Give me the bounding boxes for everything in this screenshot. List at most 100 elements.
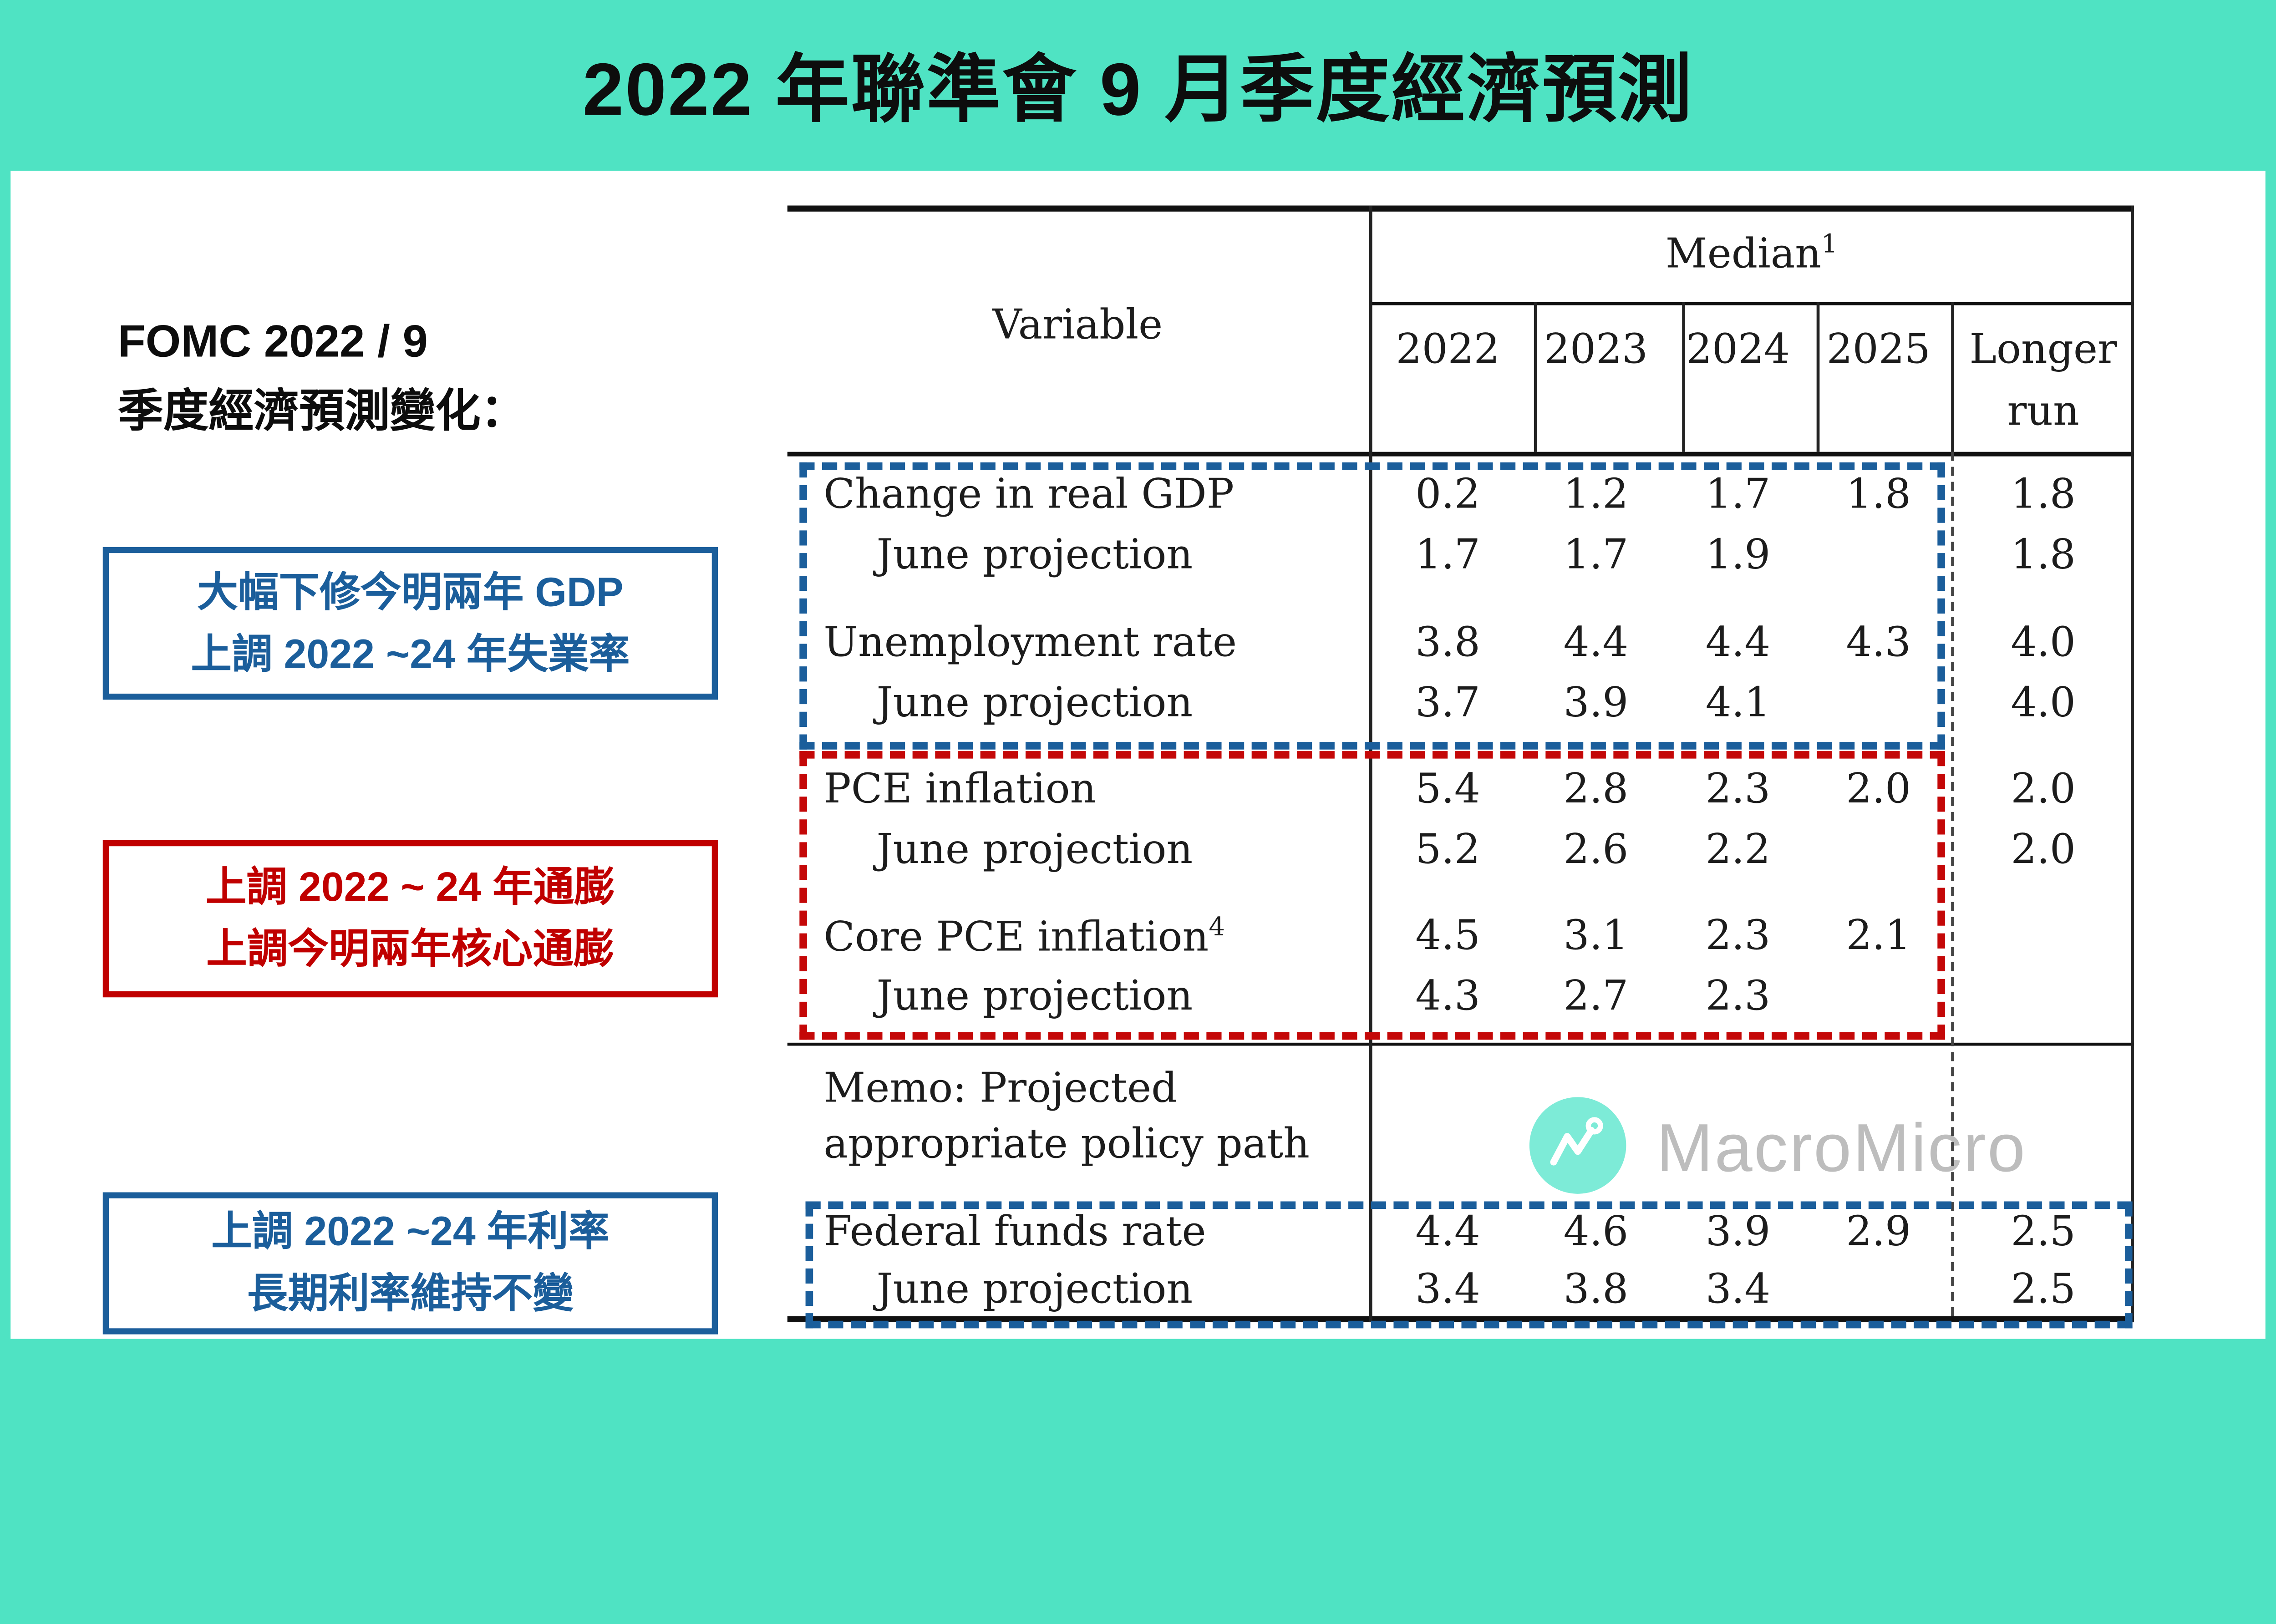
- cell-longer-run: 1.8: [2011, 532, 2076, 579]
- fomc-heading-line2: 季度經濟預測變化：: [117, 386, 526, 437]
- table-vline-2022-2023: [1534, 302, 1537, 452]
- cell-longer-run: 2.0: [2011, 766, 2076, 813]
- col-header-2024: 2024: [1686, 326, 1790, 374]
- cell-2023: 1.7: [1563, 532, 1629, 579]
- cell-2022: 5.2: [1415, 827, 1480, 873]
- cell-2023: 3.8: [1563, 1266, 1629, 1314]
- col-header-longer-run: Longer run: [1969, 326, 2117, 435]
- table-vline-right-edge: [2131, 205, 2134, 1323]
- row-label: PCE inflation: [823, 766, 1097, 813]
- slide-canvas: 2022 年聯準會 9 月季度經濟預測 FOMC 2022 / 9 季度經濟預測…: [10, 50, 2266, 1339]
- table-vline-2023-2024: [1682, 302, 1685, 452]
- callout-gdp-line1: 大幅下修今明兩年 GDP: [197, 569, 624, 614]
- cell-2025: 2.9: [1846, 1209, 1911, 1256]
- table-row: Core PCE inflation4 4.5 3.1 2.3 2.1: [787, 913, 2134, 964]
- highlight-box-fed-funds: [805, 1201, 2133, 1329]
- callout-gdp-unemployment: 大幅下修今明兩年 GDP 上調 2022 ~24 年失業率: [102, 547, 718, 700]
- cell-2024: 1.9: [1705, 532, 1771, 579]
- table-row: PCE inflation 5.4 2.8 2.3 2.0 2.0: [787, 766, 2134, 817]
- table-row: Unemployment rate 3.8 4.4 4.4 4.3 4.0: [787, 619, 2134, 671]
- callout-inflation-line2: 上調今明兩年核心通膨: [206, 926, 615, 972]
- row-label: June projection: [876, 973, 1193, 1020]
- table-vline-2025-longer: [1951, 302, 1954, 452]
- table-row: June projection 4.3 2.7 2.3: [787, 973, 2134, 1025]
- table-row: June projection 3.7 3.9 4.1 4.0: [787, 680, 2134, 731]
- cell-2022: 4.3: [1415, 973, 1480, 1020]
- cell-2023: 4.4: [1563, 619, 1629, 667]
- cell-2022: 4.4: [1415, 1209, 1480, 1256]
- memo-line2: appropriate policy path: [823, 1121, 1310, 1168]
- highlight-box-inflation: [799, 751, 1945, 1040]
- row-label: Core PCE inflation4: [823, 913, 1225, 961]
- callout-inflation-line1: 上調 2022 ~ 24 年通膨: [205, 864, 615, 910]
- macromicro-wordmark: MacroMicro: [1656, 1109, 2027, 1187]
- col-header-2023: 2023: [1544, 326, 1648, 374]
- fomc-heading-line1: FOMC 2022 / 9: [117, 317, 428, 367]
- row-label: Change in real GDP: [823, 471, 1235, 518]
- table-row: June projection 1.7 1.7 1.9 1.8: [787, 532, 2134, 584]
- cell-2024: 4.4: [1705, 619, 1771, 667]
- table-row: Federal funds rate 4.4 4.6 3.9 2.9 2.5: [787, 1209, 2134, 1260]
- cell-longer-run: 4.0: [2011, 680, 2076, 727]
- cell-2024: 4.1: [1705, 680, 1771, 727]
- callout-inflation: 上調 2022 ~ 24 年通膨 上調今明兩年核心通膨: [102, 840, 718, 998]
- median-label: Median: [1665, 231, 1822, 278]
- highlight-box-gdp-unemployment: [799, 462, 1945, 750]
- row-label: June projection: [876, 827, 1193, 873]
- macromicro-logo-icon: [1529, 1097, 1626, 1194]
- cell-2022: 3.4: [1415, 1266, 1480, 1314]
- cell-2024: 2.3: [1705, 913, 1771, 960]
- col-header-variable: Variable: [992, 302, 1163, 349]
- cell-longer-run: 1.8: [2011, 471, 2076, 518]
- callout-rates: 上調 2022 ~24 年利率 長期利率維持不變: [102, 1192, 718, 1335]
- table-rule-above-memo: [787, 1042, 2134, 1046]
- median-footnote-marker: 1: [1821, 229, 1838, 260]
- cell-longer-run: 2.5: [2011, 1266, 2076, 1314]
- callout-gdp-line2: 上調 2022 ~24 年失業率: [191, 631, 630, 676]
- cell-2024: 3.4: [1705, 1266, 1771, 1314]
- memo-line1: Memo: Projected: [823, 1065, 1178, 1112]
- memo-label: Memo: Projected appropriate policy path: [823, 1061, 1310, 1173]
- cell-2022: 0.2: [1415, 471, 1480, 518]
- cell-2025: 1.8: [1846, 471, 1911, 518]
- longer-run-line1: Longer: [1969, 326, 2117, 374]
- row-label: Unemployment rate: [823, 619, 1237, 667]
- col-header-2022: 2022: [1396, 326, 1500, 374]
- core-pce-label: Core PCE inflation: [823, 914, 1209, 961]
- table-rule-header-bottom: [787, 452, 2134, 457]
- table-vline-variable: [1369, 205, 1372, 1323]
- col-header-median: Median1: [1666, 230, 1838, 278]
- cell-2022: 3.7: [1415, 680, 1480, 727]
- cell-2023: 4.6: [1563, 1209, 1629, 1256]
- cell-2022: 5.4: [1415, 766, 1480, 813]
- row-label: Federal funds rate: [823, 1209, 1206, 1256]
- cell-2024: 2.3: [1705, 766, 1771, 813]
- table-dashed-vline-longer-run: [1951, 452, 1954, 1316]
- table-rule-top: [787, 205, 2134, 212]
- table-row: June projection 5.2 2.6 2.2 2.0: [787, 827, 2134, 878]
- cell-longer-run: 2.0: [2011, 827, 2076, 873]
- mountain-line-icon: [1550, 1117, 1603, 1166]
- cell-2023: 1.2: [1563, 471, 1629, 518]
- row-label: June projection: [876, 1266, 1193, 1314]
- cell-2022: 1.7: [1415, 532, 1480, 579]
- cell-2025: 4.3: [1846, 619, 1911, 667]
- cell-2023: 2.8: [1563, 766, 1629, 813]
- cell-2024: 1.7: [1705, 471, 1771, 518]
- table-rule-bottom: [787, 1316, 2134, 1323]
- cell-2025: 2.1: [1846, 913, 1911, 960]
- cell-2024: 3.9: [1705, 1209, 1771, 1256]
- cell-2023: 3.9: [1563, 680, 1629, 727]
- table-rule-under-median: [1369, 302, 2134, 305]
- cell-2022: 4.5: [1415, 913, 1480, 960]
- page-title: 2022 年聯準會 9 月季度經濟預測: [582, 50, 1694, 132]
- callout-rates-line2: 長期利率維持不變: [247, 1271, 574, 1316]
- core-pce-footnote-marker: 4: [1209, 913, 1225, 943]
- table-row: Change in real GDP 0.2 1.2 1.7 1.8 1.8: [787, 472, 2134, 523]
- table-vline-2024-2025: [1816, 302, 1820, 452]
- callout-rates-line1: 上調 2022 ~24 年利率: [211, 1209, 610, 1254]
- cell-longer-run: 2.5: [2011, 1209, 2076, 1256]
- fomc-heading: FOMC 2022 / 9 季度經濟預測變化：: [118, 308, 526, 447]
- cell-2023: 2.7: [1563, 973, 1629, 1020]
- cell-2024: 2.3: [1705, 973, 1771, 1020]
